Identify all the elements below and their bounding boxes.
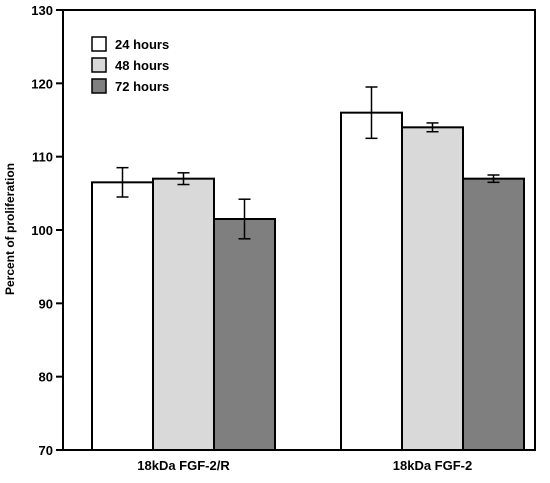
y-axis-label: Percent of proliferation xyxy=(3,163,17,295)
y-tick-label: 120 xyxy=(31,76,53,91)
bar xyxy=(213,218,276,451)
bar xyxy=(91,181,154,451)
error-bars xyxy=(116,86,500,240)
y-tick-label: 110 xyxy=(32,150,53,165)
y-axis: 70 80 90 100 110 120 130 xyxy=(31,3,63,458)
x-tick-label: 18kDa FGF-2/R xyxy=(137,458,230,473)
legend-label: 72 hours xyxy=(115,79,169,94)
y-tick-label: 100 xyxy=(31,223,53,238)
x-axis: 18kDa FGF-2/R 18kDa FGF-2 xyxy=(137,458,472,473)
x-tick-label: 18kDa FGF-2 xyxy=(393,458,472,473)
legend-label: 48 hours xyxy=(115,58,169,73)
y-tick-label: 90 xyxy=(39,296,53,311)
bar xyxy=(340,111,403,452)
plot-frame xyxy=(62,9,536,451)
legend-swatch xyxy=(91,36,107,52)
bar xyxy=(152,177,215,452)
bar xyxy=(462,177,525,452)
y-tick-label: 70 xyxy=(39,443,53,458)
legend-swatch xyxy=(91,57,107,73)
bar xyxy=(401,126,464,451)
y-tick-label: 130 xyxy=(31,3,53,18)
legend-label: 24 hours xyxy=(115,37,169,52)
bars xyxy=(91,111,525,452)
legend-swatch xyxy=(91,78,107,94)
legend: 24 hours 48 hours 72 hours xyxy=(91,36,169,94)
y-tick-label: 80 xyxy=(39,370,53,385)
